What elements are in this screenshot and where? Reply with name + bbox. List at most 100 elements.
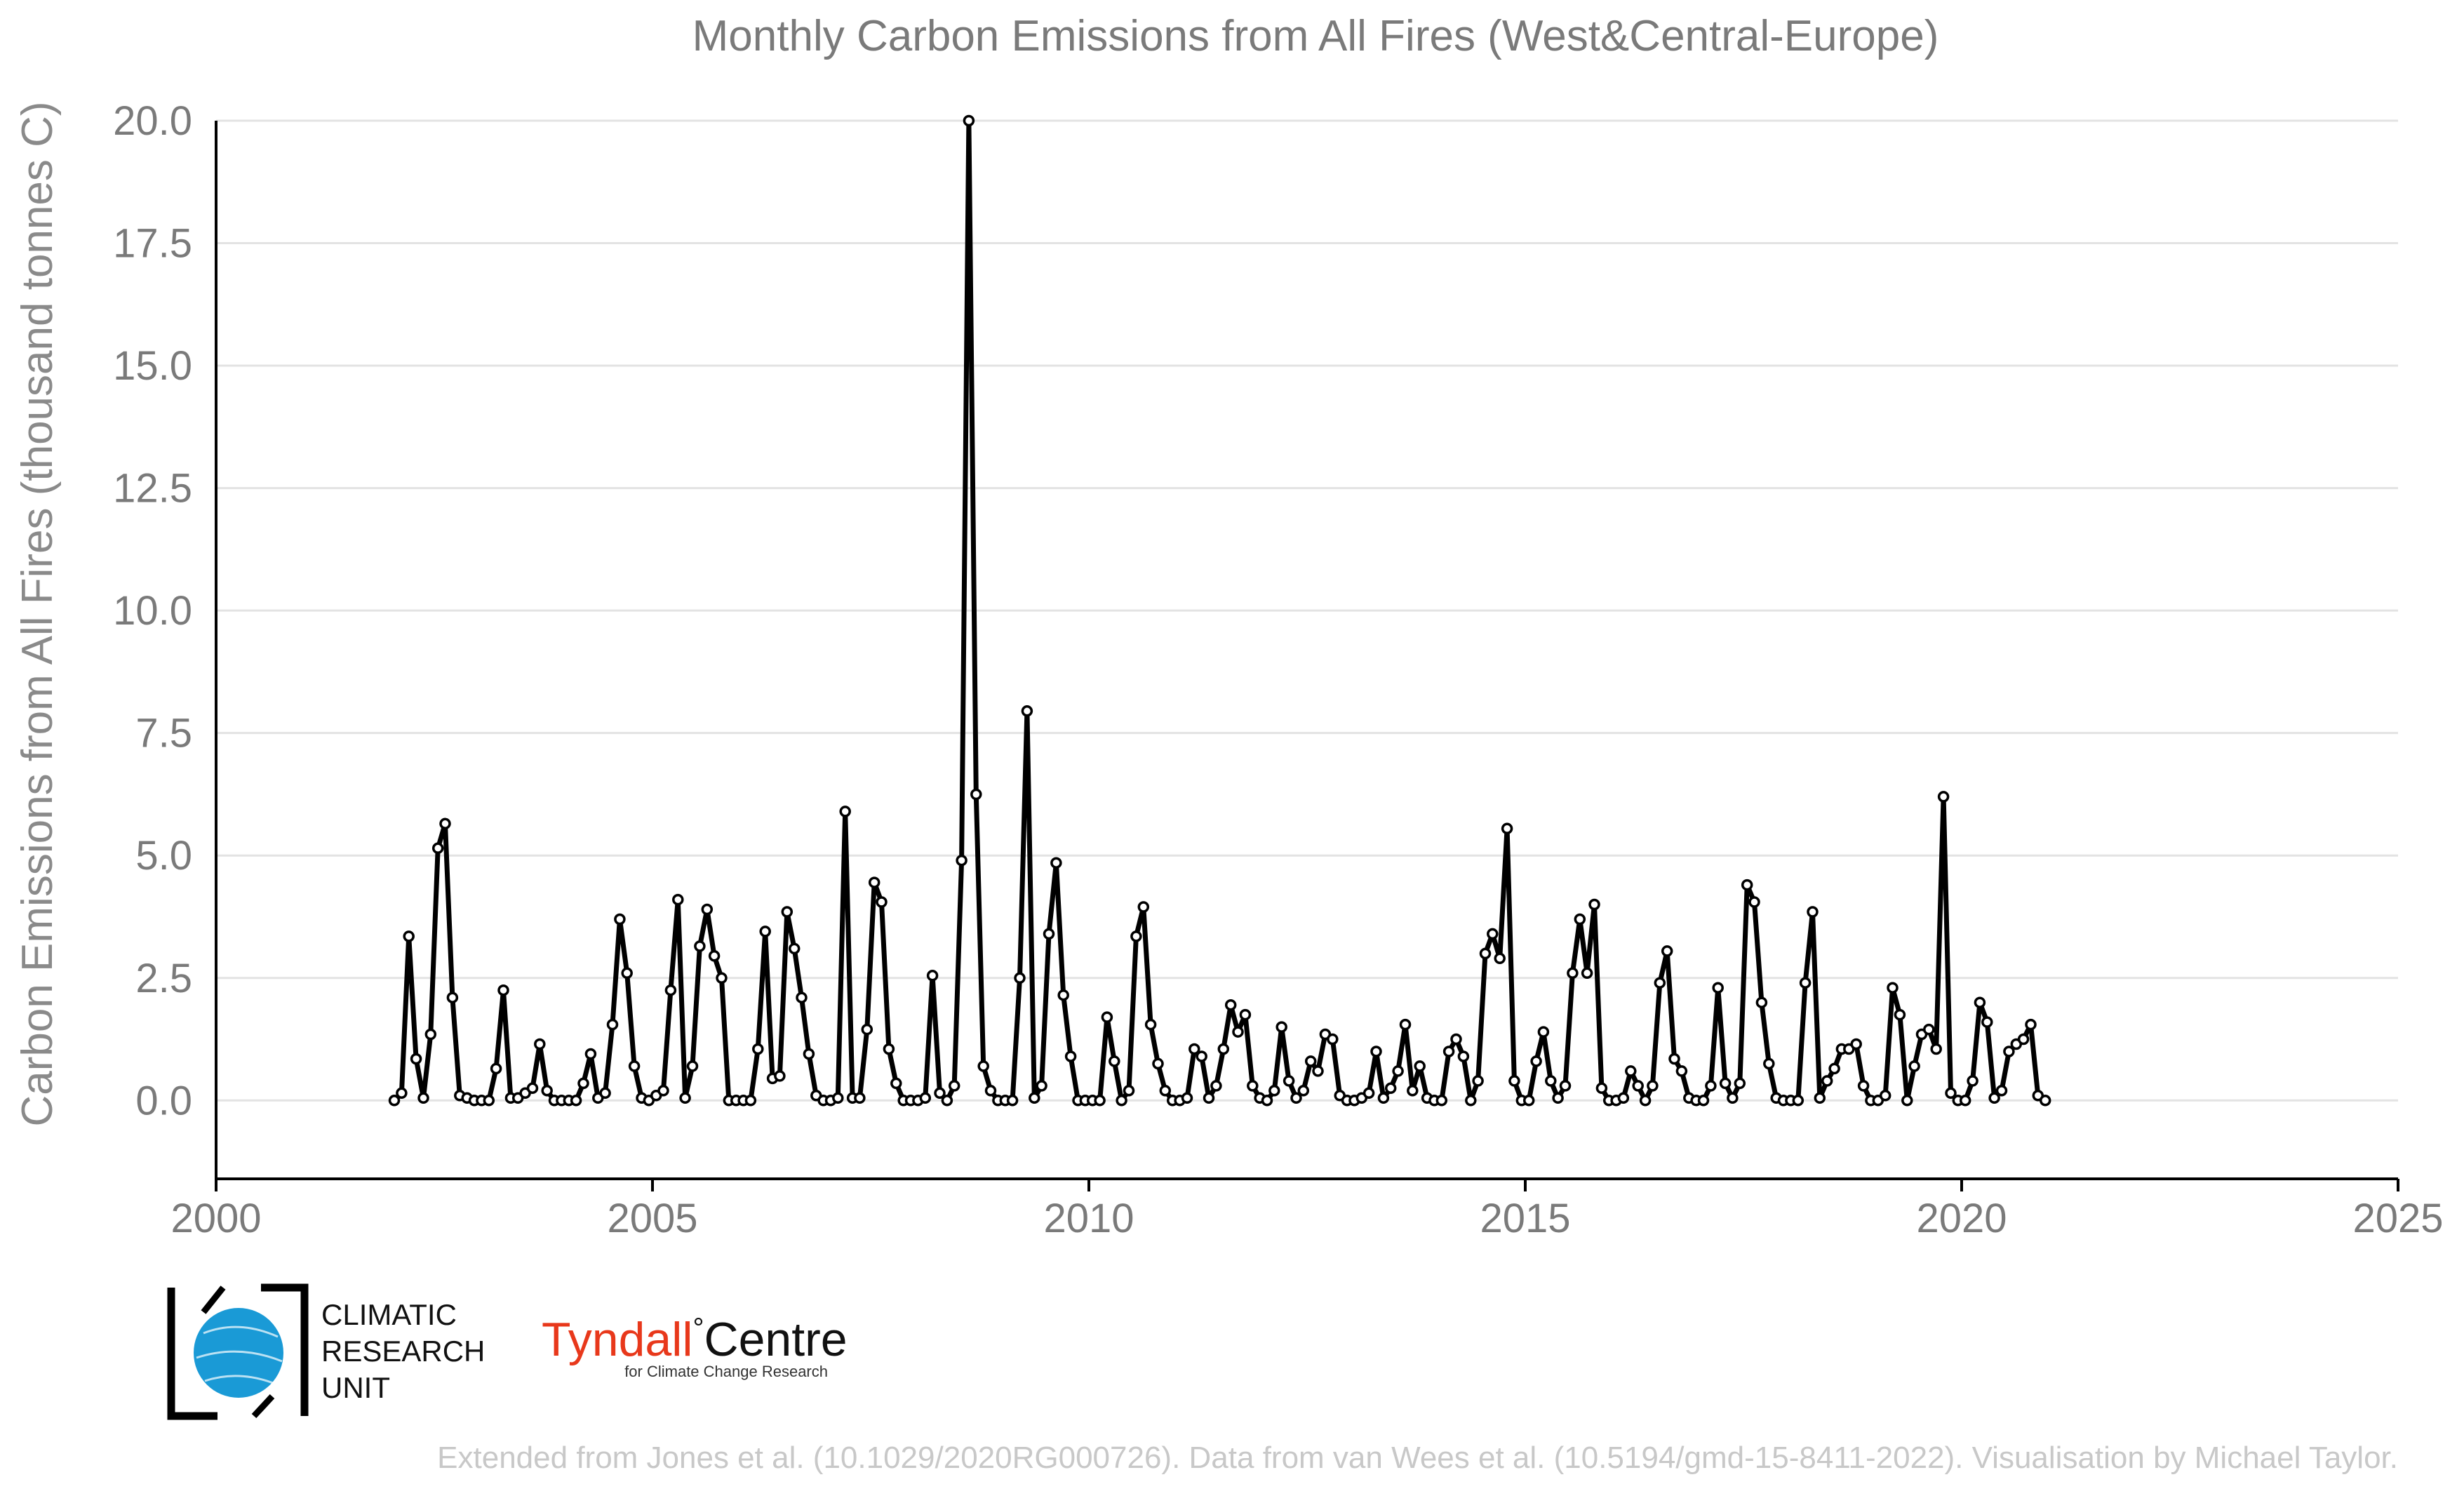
data-point [694,940,706,952]
data-point [497,984,509,996]
y-tick-label: 15.0 [113,343,192,389]
data-point [1668,1053,1680,1065]
data-point [2017,1033,2030,1046]
cru-logo-bracket-slashes [201,1285,275,1419]
data-point [1465,1095,1477,1107]
data-point [1821,1075,1833,1087]
y-axis-label: Carbon Emissions from All Fires (thousan… [13,101,62,1126]
data-point [1283,1075,1295,1087]
data-point [1064,1050,1077,1062]
data-point [1414,1060,1426,1072]
cru-logo-line-2: RESEARCH [321,1335,485,1368]
data-point [1792,1095,1805,1107]
data-point [446,991,459,1003]
series-line [392,118,2047,1103]
data-point [1057,989,1069,1001]
data-point [854,1092,866,1104]
data-point [1021,705,1033,717]
data-point [1901,1095,1913,1107]
data-point [1581,967,1593,980]
data-point [1552,1092,1564,1104]
data-point [781,906,794,918]
y-tick-label: 0.0 [135,1078,192,1123]
data-point [832,1092,844,1104]
data-point [984,1085,997,1097]
footer-credit: Extended from Jones et al. (10.1029/2020… [437,1441,2398,1475]
data-point [577,1077,589,1090]
data-point [490,1062,502,1075]
data-point [1755,996,1768,1008]
data-point [483,1095,495,1107]
y-tick-label: 10.0 [113,588,192,634]
data-point [876,896,888,908]
data-point [1189,1043,1200,1055]
data-point [956,854,967,867]
cru-logo-line-1: CLIMATIC [321,1298,457,1331]
data-point [657,1085,669,1097]
data-point [1937,791,1950,803]
x-tick-label: 2015 [1480,1196,1570,1241]
x-tick-label: 2010 [1043,1196,1134,1241]
data-point [410,1053,422,1065]
data-point [1675,1065,1688,1077]
data-point [403,930,415,942]
data-point [1312,1065,1324,1077]
data-point [1392,1065,1404,1077]
data-point [1995,1085,2008,1097]
data-point [1487,928,1499,940]
data-point [1894,1008,1906,1021]
data-point [1857,1080,1870,1092]
data-point [1362,1087,1375,1100]
data-point [1930,1043,1942,1055]
data-point [1967,1075,1978,1087]
data-point [1494,952,1506,965]
data-point [1719,1077,1732,1090]
data-point [1741,879,1753,891]
data-point [1232,1026,1244,1038]
data-point [1043,928,1055,940]
data-point [1384,1082,1397,1095]
data-point [1029,1092,1040,1104]
data-point [1247,1080,1259,1092]
chart-title: Monthly Carbon Emissions from All Fires … [692,12,1939,60]
cru-logo: CLIMATIC RESEARCH UNIT [167,1283,485,1420]
data-point [1181,1092,1193,1104]
data-point [1559,1080,1572,1092]
data-point [1908,1060,1920,1072]
data-point [1275,1021,1287,1033]
tyndall-logo-wordmark: Tyndall°Centre [542,1313,848,1366]
data-point [1588,898,1600,911]
data-point [1712,982,1724,994]
data-point [1530,1055,1542,1067]
data-point [1988,1092,2000,1104]
data-point [672,893,684,906]
data-point [1006,1095,1019,1107]
data-point [1632,1080,1644,1092]
data-point [1654,977,1666,989]
x-tick-label: 2020 [1916,1196,2007,1241]
data-point [1479,947,1492,960]
data-point [1450,1033,1462,1046]
data-point [1224,999,1237,1011]
data-point [977,1060,989,1072]
x-tick-label: 2025 [2352,1196,2443,1241]
data-point [628,1060,641,1072]
data-point [2025,1018,2037,1031]
data-point [890,1077,902,1090]
data-point [744,1095,757,1107]
data-point [1727,1092,1739,1104]
data-point [1196,1050,1207,1062]
data-point [431,842,444,855]
data-point [868,876,881,888]
data-point [1734,1077,1746,1090]
data-point [759,926,771,937]
data-point [1625,1065,1637,1077]
data-point [1763,1057,1775,1070]
data-point [1522,1095,1535,1107]
globe-icon [194,1308,283,1398]
data-point [1144,1018,1157,1031]
data-point [1370,1046,1382,1057]
data-point [1472,1075,1484,1087]
data-point [1923,1023,1935,1036]
data-point [1545,1075,1557,1087]
